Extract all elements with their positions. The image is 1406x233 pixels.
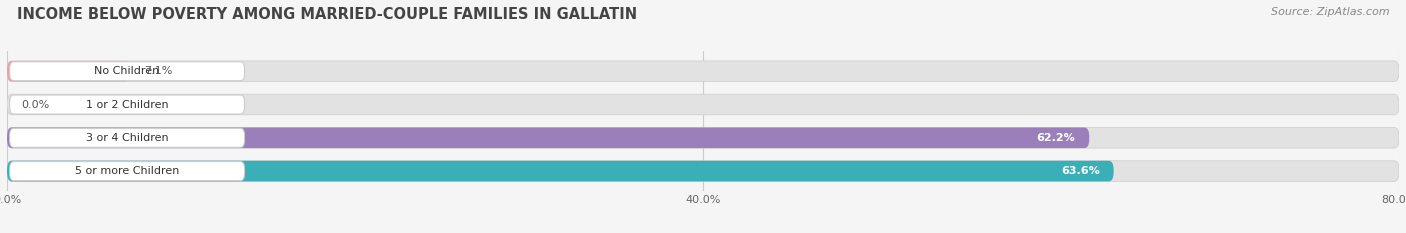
Text: 62.2%: 62.2%: [1036, 133, 1076, 143]
Text: 0.0%: 0.0%: [21, 99, 49, 110]
FancyBboxPatch shape: [7, 127, 1090, 148]
FancyBboxPatch shape: [7, 161, 1114, 182]
Text: 5 or more Children: 5 or more Children: [75, 166, 180, 176]
FancyBboxPatch shape: [7, 61, 131, 82]
FancyBboxPatch shape: [7, 161, 1399, 182]
FancyBboxPatch shape: [7, 127, 1399, 148]
FancyBboxPatch shape: [10, 162, 245, 181]
Text: 7.1%: 7.1%: [145, 66, 173, 76]
FancyBboxPatch shape: [10, 62, 245, 81]
Text: No Children: No Children: [94, 66, 160, 76]
Text: 63.6%: 63.6%: [1062, 166, 1099, 176]
FancyBboxPatch shape: [10, 95, 245, 114]
Text: 1 or 2 Children: 1 or 2 Children: [86, 99, 169, 110]
FancyBboxPatch shape: [10, 128, 245, 147]
Text: INCOME BELOW POVERTY AMONG MARRIED-COUPLE FAMILIES IN GALLATIN: INCOME BELOW POVERTY AMONG MARRIED-COUPL…: [17, 7, 637, 22]
Text: 3 or 4 Children: 3 or 4 Children: [86, 133, 169, 143]
Text: Source: ZipAtlas.com: Source: ZipAtlas.com: [1271, 7, 1389, 17]
FancyBboxPatch shape: [7, 94, 1399, 115]
FancyBboxPatch shape: [7, 61, 1399, 82]
